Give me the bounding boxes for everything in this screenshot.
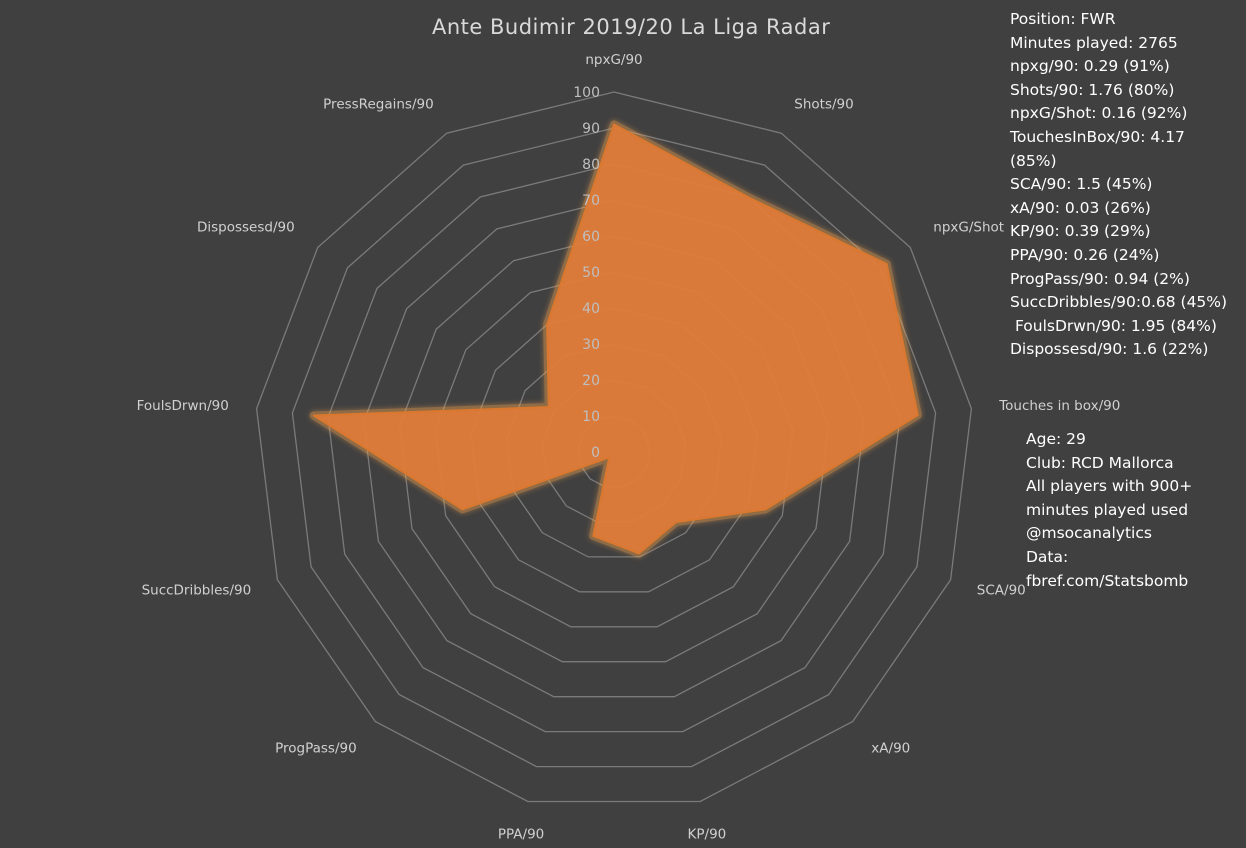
category-label: xA/90 xyxy=(871,740,910,756)
tick-label: 30 xyxy=(582,337,600,353)
meta-line: Club: RCD Mallorca xyxy=(1026,453,1174,472)
stat-line: TouchesInBox/90: 4.17 xyxy=(1010,127,1185,146)
meta-line: fbref.com/Statsbomb xyxy=(1026,571,1189,590)
category-label: PressRegains/90 xyxy=(323,96,434,112)
meta-line: All players with 900+ xyxy=(1026,477,1193,496)
stat-line: Shots/90: 1.76 (80%) xyxy=(1010,80,1175,99)
tick-label: 100 xyxy=(573,85,600,101)
series-point xyxy=(608,456,610,458)
stat-line: KP/90: 0.39 (29%) xyxy=(1010,222,1151,241)
stat-line: npxg/90: 0.29 (91%) xyxy=(1010,57,1170,76)
tick-label: 50 xyxy=(582,265,600,281)
category-labels: npxG/90 Shots/90 npxG/Shot Touches in box/9… xyxy=(137,52,1121,843)
series-point xyxy=(313,415,315,416)
stat-line: Dispossesd/90: 1.6 (22%) xyxy=(1010,340,1209,359)
player-info-panel: Age: 29 Club: RCD Mallorca All players wit… xyxy=(1026,428,1236,593)
tick-label: 10 xyxy=(582,409,600,425)
meta-line: minutes played used xyxy=(1026,500,1189,519)
series-point xyxy=(462,508,463,510)
tick-label: 70 xyxy=(582,193,600,209)
category-label: FoulsDrwn/90 xyxy=(137,398,229,414)
grid-ring xyxy=(255,91,973,803)
meta-line: Age: 29 xyxy=(1026,430,1086,448)
category-label: npxG/90 xyxy=(585,52,642,68)
series-point xyxy=(613,123,615,125)
meta-line: @msocanalytics xyxy=(1026,524,1152,543)
meta-line: Data: xyxy=(1026,547,1069,566)
stat-line: PPA/90: 0.26 (24%) xyxy=(1010,245,1160,264)
radar-series xyxy=(309,120,922,558)
tick-label: 0 xyxy=(591,445,600,461)
series-point xyxy=(638,552,640,554)
series-point xyxy=(675,521,677,523)
tick-label: 40 xyxy=(582,301,600,317)
category-label: PPA/90 xyxy=(498,827,544,843)
radial-tick-labels: 0 10 20 30 40 50 60 70 80 90 100 xyxy=(573,85,600,461)
series-point xyxy=(548,406,550,408)
tick-label: 60 xyxy=(582,229,600,245)
series-point xyxy=(765,508,766,510)
series-point xyxy=(917,414,919,416)
stat-line: SCA/90: 1.5 (45%) xyxy=(1010,175,1153,194)
category-label: KP/90 xyxy=(688,827,727,843)
category-label: Touches in box/90 xyxy=(998,398,1120,414)
category-label: Shots/90 xyxy=(794,96,853,112)
stat-line: Position: FWR xyxy=(1010,10,1116,28)
tick-label: 80 xyxy=(582,157,600,173)
stat-line: ProgPass/90: 0.94 (2%) xyxy=(1010,269,1190,288)
category-label: ProgPass/90 xyxy=(275,740,357,756)
series-area xyxy=(312,123,919,555)
category-label: Dispossesd/90 xyxy=(197,220,295,236)
category-label: SuccDribbles/90 xyxy=(142,583,252,599)
player-stats-panel: Position: FWR Minutes played: 2765 npxg/90… xyxy=(1010,8,1242,362)
stat-line: SuccDribbles/90:0.68 (45%) xyxy=(1010,293,1228,312)
series-point xyxy=(886,263,888,265)
stat-line: (85%) xyxy=(1010,151,1057,170)
tick-label: 20 xyxy=(582,373,600,389)
chart-title: Ante Budimir 2019/20 La Liga Radar xyxy=(432,15,831,39)
stat-line: Minutes played: 2765 xyxy=(1010,33,1178,52)
series-point xyxy=(546,324,548,325)
category-label: npxG/Shot xyxy=(933,220,1004,236)
series-point xyxy=(592,535,594,537)
stat-line: FoulsDrwn/90: 1.95 (84%) xyxy=(1010,316,1217,335)
tick-label: 90 xyxy=(582,121,600,137)
series-point xyxy=(747,196,749,198)
stat-line: npxG/Shot: 0.16 (92%) xyxy=(1010,104,1188,123)
category-label: SCA/90 xyxy=(977,583,1026,599)
stat-line: xA/90: 0.03 (26%) xyxy=(1010,198,1151,217)
